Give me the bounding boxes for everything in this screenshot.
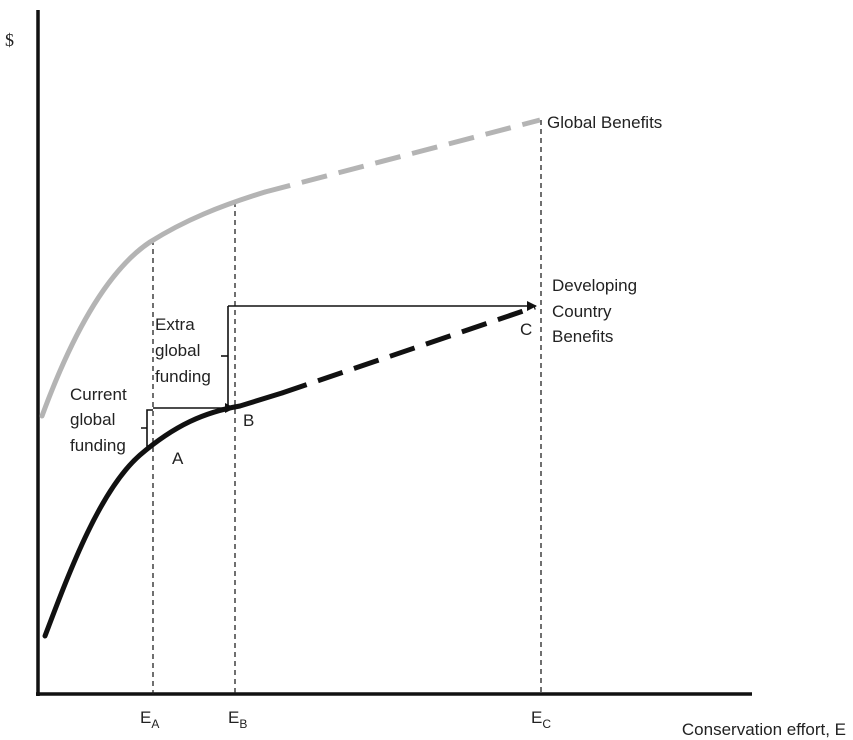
developing-benefits-label: Developing Country Benefits <box>552 276 642 346</box>
extra-label-line-2: global <box>155 341 200 360</box>
current-label-line-1: Current <box>70 385 127 404</box>
current-funding-label: Current global funding <box>70 385 131 455</box>
current-label-line-3: funding <box>70 436 126 455</box>
tick-ea-main: E <box>140 708 151 727</box>
global-benefits-curve-solid <box>39 189 268 419</box>
tick-label-ec: EC <box>531 708 551 731</box>
tick-label-eb: EB <box>228 708 247 731</box>
point-c-label: C <box>520 320 532 339</box>
developing-label-line-2: Country <box>552 302 612 321</box>
point-a-label: A <box>172 449 184 468</box>
current-label-line-2: global <box>70 410 115 429</box>
tick-eb-sub: B <box>239 717 247 731</box>
extra-label-line-1: Extra <box>155 315 195 334</box>
global-benefits-label: Global Benefits <box>547 113 662 132</box>
developing-label-line-1: Developing <box>552 276 637 295</box>
extra-label-line-3: funding <box>155 367 211 386</box>
tick-ea-sub: A <box>151 717 159 731</box>
global-benefits-curve-dashed <box>264 117 541 195</box>
developing-benefits-curve-solid <box>42 390 285 639</box>
tick-ec-main: E <box>531 708 542 727</box>
developing-label-line-3: Benefits <box>552 327 613 346</box>
current-funding-bracket <box>141 409 153 447</box>
tick-eb-main: E <box>228 708 239 727</box>
extra-funding-label: Extra global funding <box>155 315 211 386</box>
developing-benefits-curve-dashed <box>281 304 536 396</box>
y-axis-label: $ <box>5 30 14 50</box>
tick-label-ea: EA <box>140 708 159 731</box>
x-axis-label: Conservation effort, E <box>682 720 846 739</box>
tick-ec-sub: C <box>542 717 551 731</box>
point-b-label: B <box>243 411 254 430</box>
